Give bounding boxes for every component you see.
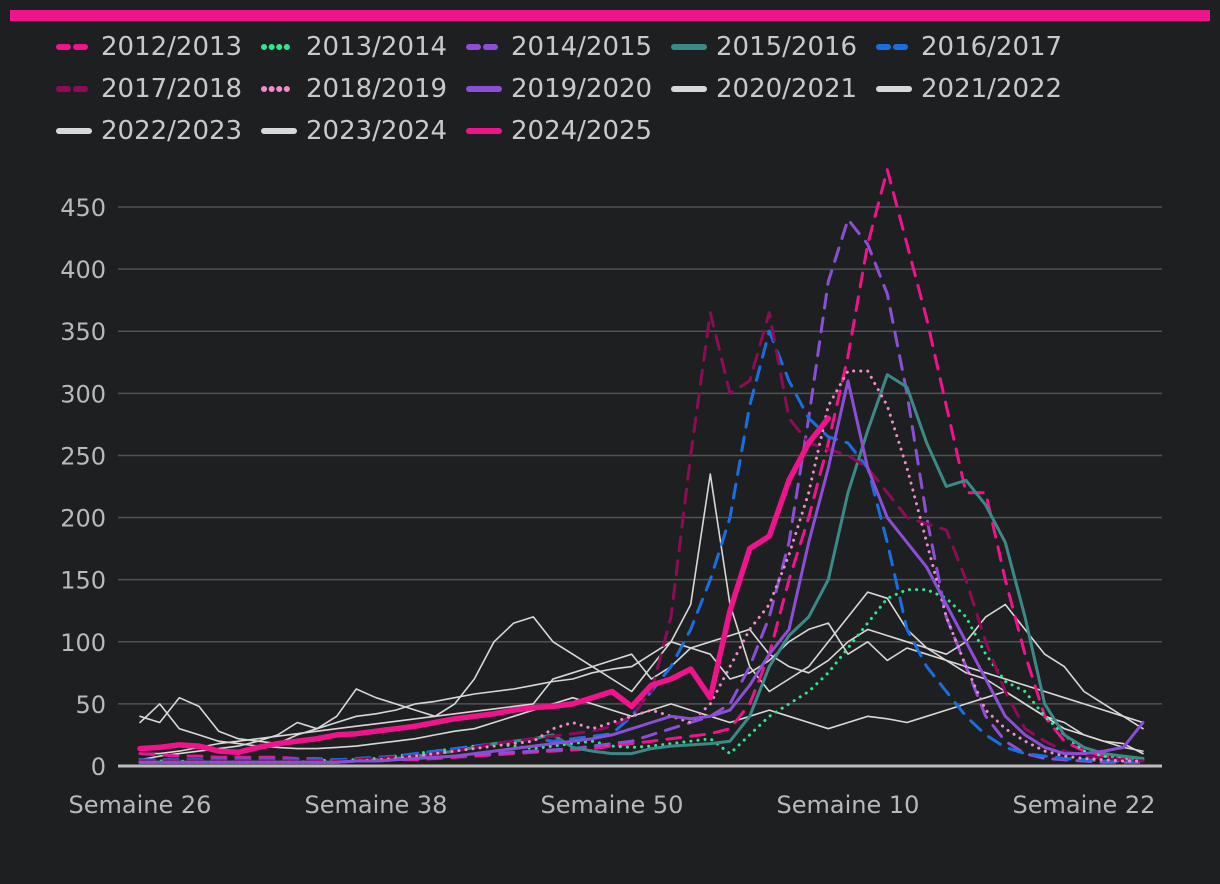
y-tick-label: 350 xyxy=(60,318,106,346)
legend-item: 2016/2017 xyxy=(876,26,1081,68)
legend-swatch xyxy=(466,86,502,92)
legend-row: 2012/2013 2013/2014 2014/2015 2015/2016 2016… xyxy=(56,26,1206,68)
legend-item: 2013/2014 xyxy=(261,26,466,68)
series-line-2022-2023 xyxy=(139,473,1144,761)
series-line-2014-2015 xyxy=(138,217,1145,764)
legend-label: 2016/2017 xyxy=(921,32,1063,62)
legend-label: 2012/2013 xyxy=(101,32,243,62)
x-tick-label: Semaine 22 xyxy=(1013,791,1156,819)
y-tick-label: 450 xyxy=(60,194,106,222)
legend-item: 2020/2021 xyxy=(671,68,876,110)
legend-item: 2018/2019 xyxy=(261,68,466,110)
y-tick-label: 300 xyxy=(60,380,106,408)
y-tick-label: 0 xyxy=(91,753,106,781)
y-tick-label: 250 xyxy=(60,442,106,470)
x-tick-label: Semaine 26 xyxy=(69,791,212,819)
legend-swatch xyxy=(466,128,502,134)
legend-swatch xyxy=(261,128,297,134)
legend-item: 2023/2024 xyxy=(261,110,466,152)
y-tick-label: 100 xyxy=(60,629,106,657)
legend-swatch xyxy=(261,44,297,50)
x-tick-label: Semaine 50 xyxy=(541,791,684,819)
legend-label: 2020/2021 xyxy=(716,74,858,104)
legend-label: 2024/2025 xyxy=(511,116,653,146)
legend-label: 2021/2022 xyxy=(921,74,1063,104)
series-line-2012-2013 xyxy=(138,168,1145,762)
y-tick-label: 150 xyxy=(60,567,106,595)
legend-item: 2019/2020 xyxy=(466,68,671,110)
series-line-2024-2025 xyxy=(137,415,832,756)
legend-label: 2017/2018 xyxy=(101,74,243,104)
series-line-2013-2014 xyxy=(138,588,1145,764)
legend: 2012/2013 2013/2014 2014/2015 2015/2016 2016… xyxy=(56,26,1206,152)
legend-row: 2022/2023 2023/2024 2024/2025 xyxy=(56,110,1206,152)
series-line-2018-2019 xyxy=(138,369,1145,764)
legend-swatch xyxy=(466,44,502,50)
legend-item: 2022/2023 xyxy=(56,110,261,152)
legend-label: 2013/2014 xyxy=(306,32,448,62)
legend-swatch xyxy=(876,44,912,50)
legend-swatch xyxy=(56,128,92,134)
accent-bar xyxy=(10,10,1210,21)
legend-item: 2024/2025 xyxy=(466,110,671,152)
x-tick-label: Semaine 38 xyxy=(305,791,448,819)
series-line-2023-2024 xyxy=(139,603,1144,755)
legend-label: 2018/2019 xyxy=(306,74,448,104)
legend-label: 2019/2020 xyxy=(511,74,653,104)
legend-swatch xyxy=(56,86,92,92)
y-tick-label: 200 xyxy=(60,505,106,533)
legend-item: 2021/2022 xyxy=(876,68,1081,110)
y-tick-label: 400 xyxy=(60,256,106,284)
y-tick-label: 50 xyxy=(75,691,106,719)
legend-label: 2014/2015 xyxy=(511,32,653,62)
legend-swatch xyxy=(56,44,92,50)
legend-label: 2022/2023 xyxy=(101,116,243,146)
legend-item: 2014/2015 xyxy=(466,26,671,68)
series-line-2021-2022 xyxy=(139,616,1144,755)
legend-row: 2017/2018 2018/2019 2019/2020 2020/2021 2021… xyxy=(56,68,1206,110)
legend-swatch xyxy=(261,86,297,92)
legend-swatch xyxy=(671,86,707,92)
legend-item: 2017/2018 xyxy=(56,68,261,110)
legend-item: 2012/2013 xyxy=(56,26,261,68)
legend-label: 2015/2016 xyxy=(716,32,858,62)
legend-item: 2015/2016 xyxy=(671,26,876,68)
legend-swatch xyxy=(876,86,912,92)
series-line-2019-2020 xyxy=(138,379,1145,764)
legend-label: 2023/2024 xyxy=(306,116,448,146)
legend-swatch xyxy=(671,44,707,50)
x-tick-label: Semaine 10 xyxy=(777,791,920,819)
